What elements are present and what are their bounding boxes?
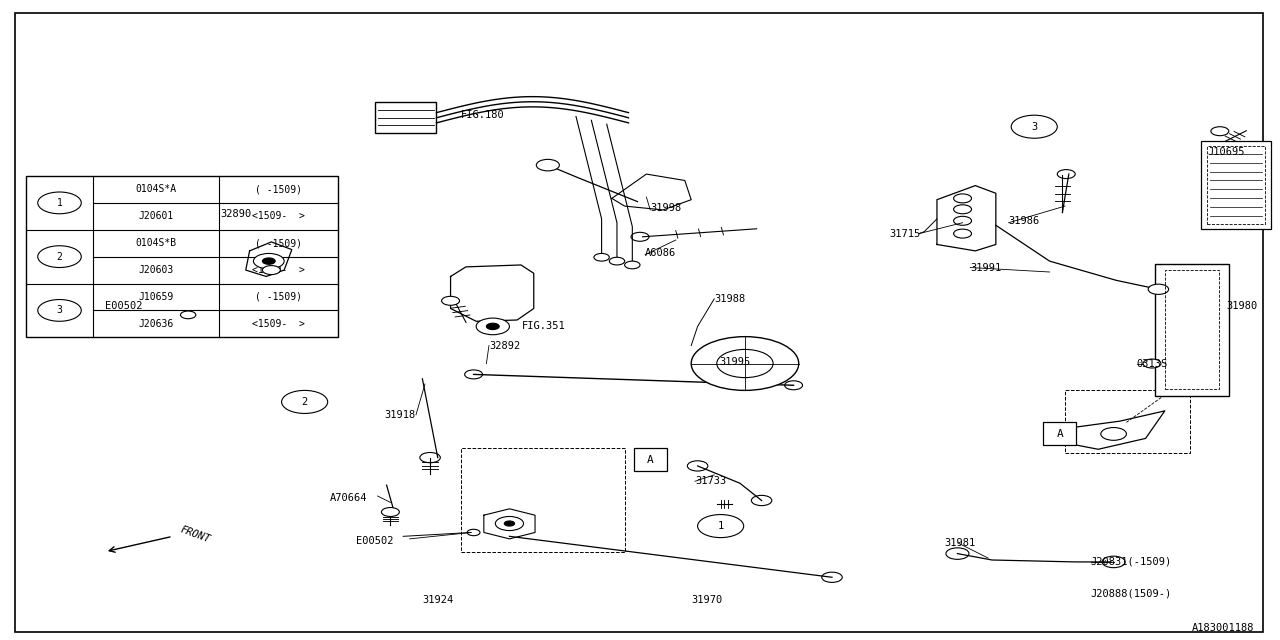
Circle shape xyxy=(180,311,196,319)
Text: J20601: J20601 xyxy=(138,211,174,221)
Text: 1: 1 xyxy=(718,521,723,531)
Circle shape xyxy=(486,323,499,330)
Text: 31980: 31980 xyxy=(1226,301,1257,311)
Text: A70664: A70664 xyxy=(330,493,367,503)
Circle shape xyxy=(253,253,284,269)
Text: 31970: 31970 xyxy=(691,595,722,605)
Text: <1509-  >: <1509- > xyxy=(252,265,305,275)
Text: 31733: 31733 xyxy=(695,476,726,486)
Circle shape xyxy=(717,349,773,378)
Text: 31986: 31986 xyxy=(1009,216,1039,226)
Circle shape xyxy=(495,516,524,531)
Text: 0104S*A: 0104S*A xyxy=(136,184,177,195)
Text: 32890: 32890 xyxy=(220,209,251,220)
Circle shape xyxy=(698,515,744,538)
Circle shape xyxy=(476,318,509,335)
Bar xyxy=(1155,264,1229,396)
Circle shape xyxy=(262,266,280,275)
Text: J10659: J10659 xyxy=(138,292,174,302)
Text: 31715: 31715 xyxy=(890,228,920,239)
Text: 31988: 31988 xyxy=(714,294,745,304)
Bar xyxy=(461,448,625,552)
Text: 1: 1 xyxy=(56,198,63,208)
Circle shape xyxy=(536,159,559,171)
Text: 31924: 31924 xyxy=(422,595,453,605)
Circle shape xyxy=(1011,115,1057,138)
Circle shape xyxy=(1143,359,1161,368)
Text: <1509-  >: <1509- > xyxy=(252,319,305,329)
Bar xyxy=(26,176,338,337)
Text: FIG.351: FIG.351 xyxy=(522,321,566,332)
Bar xyxy=(1207,146,1265,224)
Text: J10695: J10695 xyxy=(1207,147,1244,157)
Text: 31981: 31981 xyxy=(945,538,975,548)
Circle shape xyxy=(381,508,399,516)
Bar xyxy=(375,102,436,133)
Text: A183001188: A183001188 xyxy=(1192,623,1254,634)
Text: <1509-  >: <1509- > xyxy=(252,211,305,221)
Text: ( -1509): ( -1509) xyxy=(255,292,302,302)
Circle shape xyxy=(442,296,460,305)
Text: 2: 2 xyxy=(302,397,307,407)
Text: J20636: J20636 xyxy=(138,319,174,329)
Text: ( -1509): ( -1509) xyxy=(255,238,302,248)
Bar xyxy=(1201,141,1271,229)
Text: J20831(-1509): J20831(-1509) xyxy=(1091,557,1171,567)
Circle shape xyxy=(504,521,515,526)
Text: E00502: E00502 xyxy=(356,536,393,546)
Text: A: A xyxy=(646,454,654,465)
Bar xyxy=(634,448,667,471)
Circle shape xyxy=(1101,428,1126,440)
Text: 3: 3 xyxy=(1032,122,1037,132)
Text: FRONT: FRONT xyxy=(179,524,212,545)
Text: A6086: A6086 xyxy=(645,248,676,258)
Text: ( -1509): ( -1509) xyxy=(255,184,302,195)
Text: 31991: 31991 xyxy=(970,262,1001,273)
Text: 31995: 31995 xyxy=(719,356,750,367)
Bar xyxy=(1165,270,1219,389)
Text: J20603: J20603 xyxy=(138,265,174,275)
Circle shape xyxy=(609,257,625,265)
Text: A: A xyxy=(1056,429,1064,439)
Circle shape xyxy=(594,253,609,261)
Circle shape xyxy=(691,337,799,390)
Text: J20888(1509-): J20888(1509-) xyxy=(1091,589,1171,599)
Circle shape xyxy=(262,258,275,264)
Text: 31918: 31918 xyxy=(384,410,415,420)
Circle shape xyxy=(1148,284,1169,294)
Text: 0104S*B: 0104S*B xyxy=(136,238,177,248)
Circle shape xyxy=(282,390,328,413)
Text: E00502: E00502 xyxy=(105,301,142,311)
Text: 3: 3 xyxy=(56,305,63,316)
Text: FIG.180: FIG.180 xyxy=(461,110,504,120)
Text: 0313S: 0313S xyxy=(1137,358,1167,369)
Bar xyxy=(1043,422,1076,445)
Text: 31998: 31998 xyxy=(650,203,681,213)
Text: 2: 2 xyxy=(56,252,63,262)
Circle shape xyxy=(1211,127,1229,136)
Circle shape xyxy=(625,261,640,269)
Bar xyxy=(1065,390,1190,453)
Text: 32892: 32892 xyxy=(489,340,520,351)
